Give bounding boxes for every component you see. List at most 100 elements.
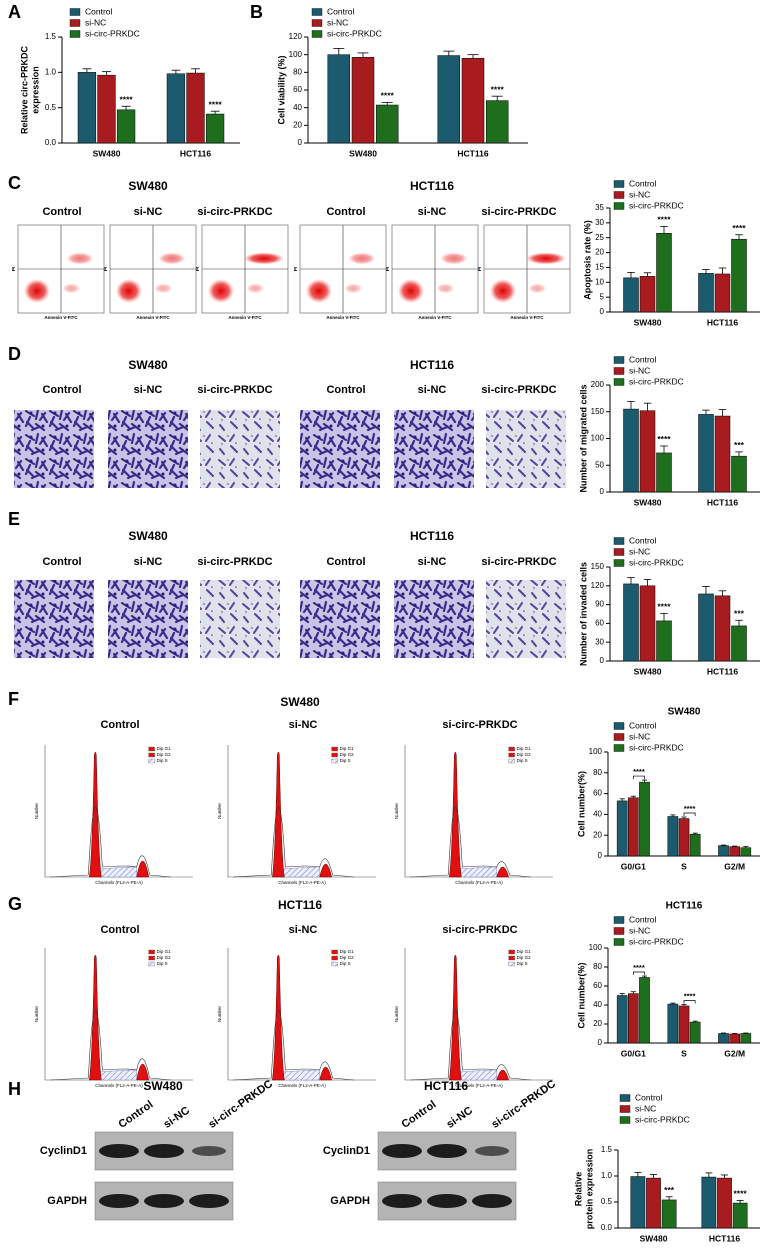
cell-cluster: [66, 252, 94, 265]
significance-label: ***: [664, 1185, 675, 1195]
column-label: si-circ-PRKDC: [481, 206, 556, 218]
y-tick-label: 100: [589, 943, 603, 952]
column-label: Control: [326, 556, 365, 568]
column-label: Control: [326, 206, 365, 218]
hist-y-label: Number: [34, 803, 39, 820]
x-tick-label: SW480: [93, 148, 121, 158]
hist-g1-peak: [449, 751, 462, 878]
x-tick-label: SW480: [634, 317, 662, 327]
bar: [701, 1176, 717, 1229]
bar: [667, 816, 679, 857]
error-bar: [670, 1002, 676, 1005]
y-tick-label: 40: [293, 103, 302, 112]
hist-legend-label: Dip G1: [157, 949, 172, 954]
legend-swatch: [613, 356, 625, 364]
chart-title: SW480: [668, 707, 701, 718]
hist-outline: [49, 1009, 171, 1081]
hist-axes: [404, 745, 553, 878]
hist-legend-label: Dip G2: [157, 955, 172, 960]
bar: [623, 277, 639, 313]
panel-letter: D: [8, 344, 21, 364]
legend-label: si-NC: [629, 731, 650, 741]
legend-label: si-NC: [327, 17, 348, 27]
group-title: SW480: [128, 179, 168, 193]
error-bar: [641, 975, 648, 978]
significance-label: ****: [633, 767, 645, 776]
hist-y-label: Number: [34, 1006, 39, 1023]
bar: [667, 1003, 679, 1044]
legend-label: Control: [629, 535, 657, 545]
panel-letter: E: [8, 509, 20, 529]
row-label: GAPDH: [330, 1195, 370, 1207]
invasion-image: [200, 580, 280, 658]
error-bar: [643, 402, 652, 411]
hist-s-phase: [282, 866, 320, 878]
bar: [656, 620, 672, 662]
flow-y-label: PI: [293, 267, 298, 271]
bar: [656, 233, 672, 313]
y-tick-label: 60: [293, 85, 302, 94]
column-label: Control: [326, 384, 365, 396]
y-tick-label: 0: [598, 1038, 603, 1047]
hist-x-label: Channels (FL2-A-PE-A): [95, 1083, 143, 1088]
bar: [732, 1202, 748, 1229]
bar: [740, 1033, 752, 1044]
legend-label: si-circ-PRKDC: [629, 936, 684, 946]
significance-label: ****: [734, 1189, 748, 1199]
panel-letter: C: [8, 173, 21, 193]
column-label: Control: [42, 206, 81, 218]
hist-legend-label: Dip S: [157, 758, 168, 763]
x-tick-label: HCT116: [707, 497, 738, 507]
x-tick-label: SW480: [640, 1233, 668, 1243]
cell-cluster: [115, 279, 142, 303]
hist-legend-swatch: [508, 961, 515, 967]
error-bar: [692, 832, 698, 835]
hist-legend-swatch: [148, 752, 155, 758]
error-bar: [627, 401, 635, 410]
hist-x-label: Channels (FL2-A-PE-A): [95, 880, 143, 885]
legend-swatch: [69, 19, 81, 27]
flow-x-label: Annexin V-FITC: [510, 315, 544, 320]
legend-label: Control: [85, 6, 113, 16]
y-axis-label: Relative: [573, 1172, 583, 1207]
migration-image: [14, 410, 94, 488]
bar: [661, 1199, 677, 1229]
error-bar: [630, 991, 636, 994]
histogram: [44, 948, 193, 1081]
column-label: si-circ-PRKDC: [197, 556, 272, 568]
bar: [639, 276, 656, 313]
flow-x-label: Annexin V-FITC: [228, 315, 262, 320]
y-tick-label: 50: [595, 460, 604, 469]
significance-bracket: [683, 812, 696, 816]
column-label: si-circ-PRKDC: [481, 384, 556, 396]
migration-image: [108, 410, 188, 488]
y-tick-label: 0.5: [601, 1197, 613, 1206]
column-label: si-NC: [162, 1105, 192, 1131]
y-tick-label: 0.0: [601, 1223, 613, 1232]
bar: [729, 1033, 740, 1044]
error-bar: [630, 795, 636, 798]
legend-swatch: [613, 722, 625, 730]
significance-bracket: [632, 775, 645, 780]
y-tick-label: 20: [293, 120, 302, 129]
hist-g1-peak: [272, 751, 285, 878]
y-axis-label: Apoptosis rate (%): [582, 220, 592, 300]
hist-outline: [409, 1009, 531, 1081]
significance-label: ***: [734, 440, 745, 450]
group-title: HCT116: [278, 898, 322, 912]
hist-legend-label: Dip G1: [157, 746, 172, 751]
column-label: si-circ-PRKDC: [207, 1078, 276, 1131]
error-bar: [736, 1200, 744, 1204]
histogram: [44, 745, 193, 878]
bar: [639, 410, 656, 493]
error-bar: [627, 272, 635, 278]
hist-g2-peak: [496, 866, 510, 878]
hist-legend-swatch: [331, 752, 338, 758]
column-label: si-circ-PRKDC: [197, 206, 272, 218]
flow-plot: [483, 224, 571, 314]
y-tick-label: 60: [593, 981, 602, 990]
significance-label: ***: [734, 609, 745, 619]
error-bar: [627, 577, 635, 584]
legend-swatch: [613, 180, 625, 188]
y-tick-label: 30: [595, 637, 604, 646]
